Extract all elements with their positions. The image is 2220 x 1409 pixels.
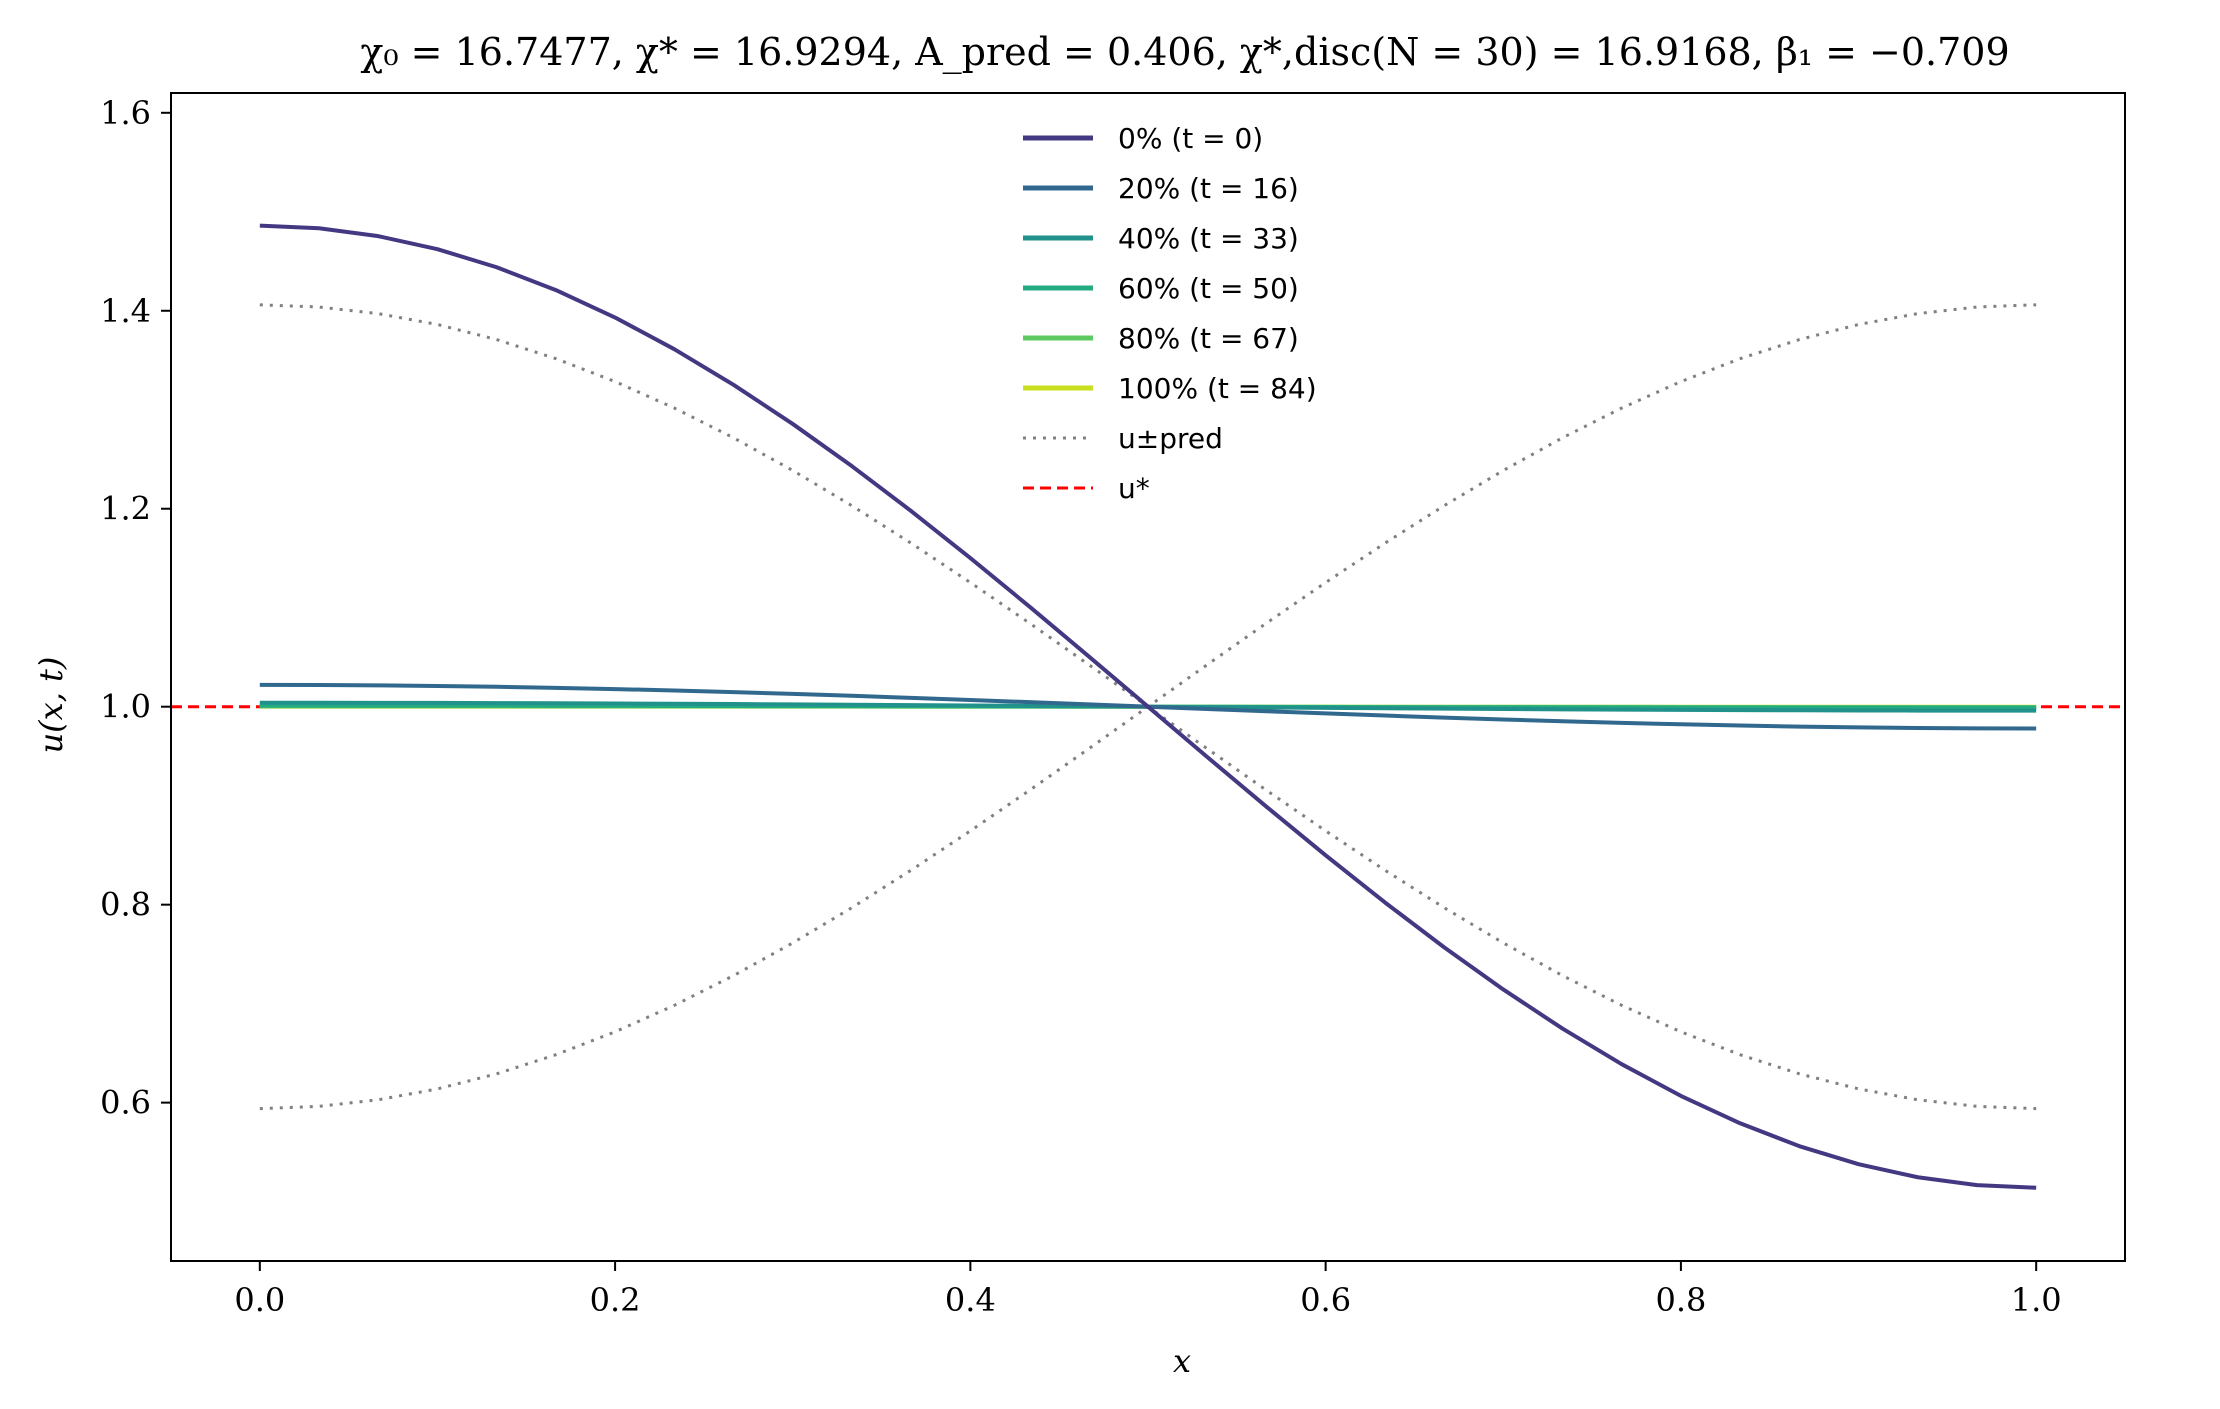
legend-label: 100% (t = 84) <box>1118 372 1317 405</box>
y-axis-ticks: 0.6 0.8 1.0 1.2 1.4 1.6 <box>100 94 171 1122</box>
y-tick-label: 1.6 <box>100 94 151 132</box>
chart-title: χ₀ = 16.7477, χ* = 16.9294, A_pred = 0.4… <box>360 30 2009 75</box>
y-axis-label: u(x, t) <box>32 657 70 754</box>
x-tick-label: 0.4 <box>945 1281 996 1319</box>
y-tick-label: 0.8 <box>100 886 151 924</box>
x-tick-label: 0.0 <box>234 1281 285 1319</box>
legend-label: 40% (t = 33) <box>1118 222 1299 255</box>
y-tick-label: 1.2 <box>100 490 151 528</box>
x-axis-label: x <box>1173 1342 1191 1380</box>
legend-label: 0% (t = 0) <box>1118 122 1263 155</box>
series-layer <box>171 223 2125 1190</box>
legend-label: u±pred <box>1118 422 1223 455</box>
x-tick-label: 0.2 <box>590 1281 641 1319</box>
plot-area <box>170 92 2126 1262</box>
legend-label: u* <box>1118 472 1150 505</box>
legend-label: 60% (t = 50) <box>1118 272 1299 305</box>
legend-label: 80% (t = 67) <box>1118 322 1299 355</box>
legend-label: 20% (t = 16) <box>1118 172 1299 205</box>
series-line <box>259 223 2037 1190</box>
x-tick-label: 1.0 <box>2011 1281 2062 1319</box>
y-tick-label: 1.4 <box>100 292 151 330</box>
x-tick-label: 0.8 <box>1655 1281 1706 1319</box>
x-tick-label: 0.6 <box>1300 1281 1351 1319</box>
legend: 0% (t = 0) 20% (t = 16) 40% (t = 33) 60% (t… <box>1023 122 1317 505</box>
x-axis-ticks: 0.0 0.2 0.4 0.6 0.8 1.0 <box>234 1261 2062 1319</box>
y-tick-label: 1.0 <box>100 688 151 726</box>
y-tick-label: 0.6 <box>100 1084 151 1122</box>
